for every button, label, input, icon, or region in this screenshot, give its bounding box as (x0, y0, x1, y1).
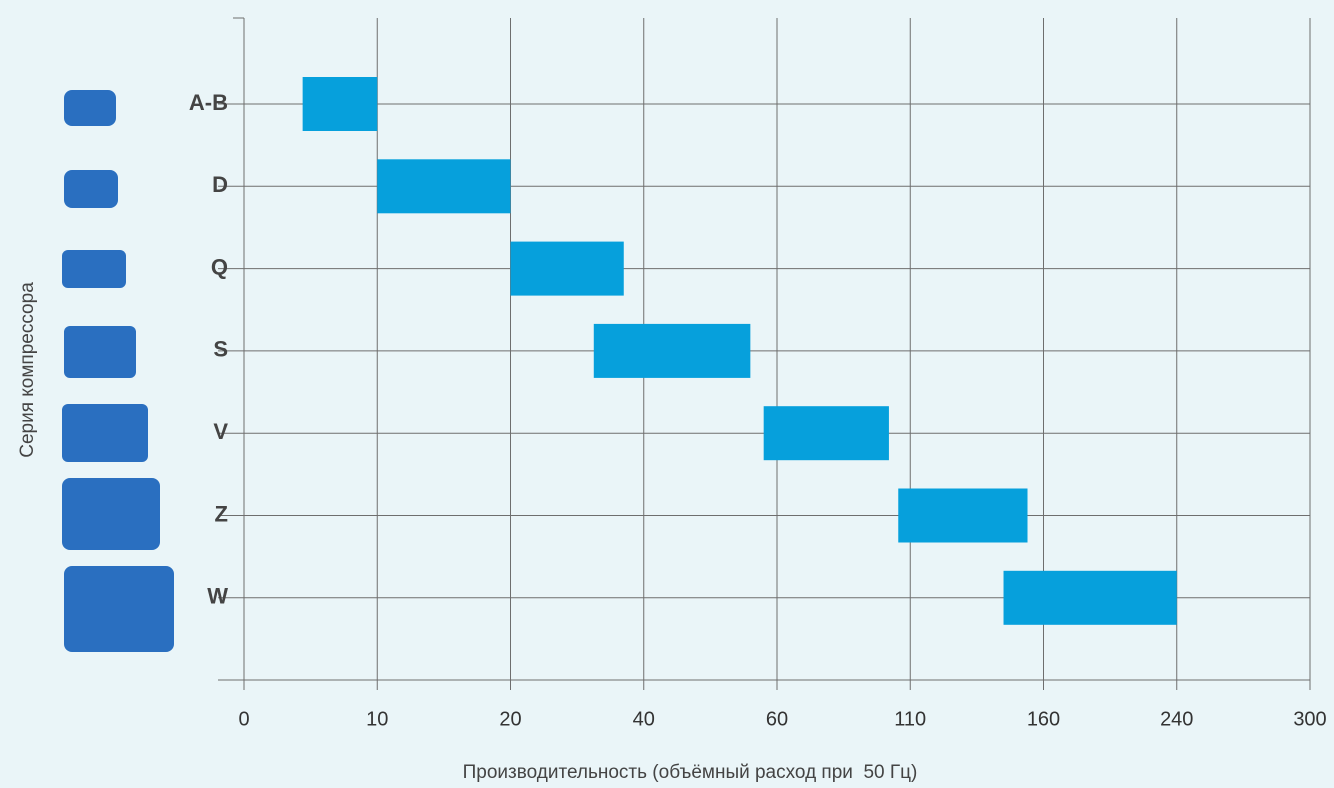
range-bar (593, 323, 751, 378)
y-tick-label: Q (211, 254, 228, 279)
x-tick-label: 60 (766, 708, 788, 730)
range-bar (302, 77, 378, 131)
x-tick-label: 0 (238, 708, 249, 730)
range-bar (763, 406, 889, 461)
x-tick-label: 110 (894, 708, 926, 730)
x-tick-label: 10 (366, 708, 388, 730)
range-bar (377, 159, 511, 214)
x-tick-label: 40 (633, 708, 655, 730)
y-tick-label: A-B (189, 90, 228, 115)
y-tick-label: D (212, 172, 228, 197)
y-tick-label: V (213, 419, 228, 444)
y-tick-label: S (213, 337, 228, 362)
range-bar (510, 241, 624, 296)
x-tick-label: 300 (1293, 708, 1326, 730)
x-tick-label: 160 (1027, 708, 1060, 730)
y-axis-title: Серия компрессора (17, 282, 38, 458)
x-axis-title: Производительность (объёмный расход при … (463, 762, 918, 783)
range-bar (1003, 570, 1177, 625)
y-tick-label: Z (215, 501, 228, 526)
y-tick-label: W (207, 584, 228, 609)
x-tick-label: 20 (499, 708, 521, 730)
x-tick-label: 240 (1160, 708, 1193, 730)
range-bar (898, 488, 1028, 543)
compressor-icons (62, 90, 174, 652)
